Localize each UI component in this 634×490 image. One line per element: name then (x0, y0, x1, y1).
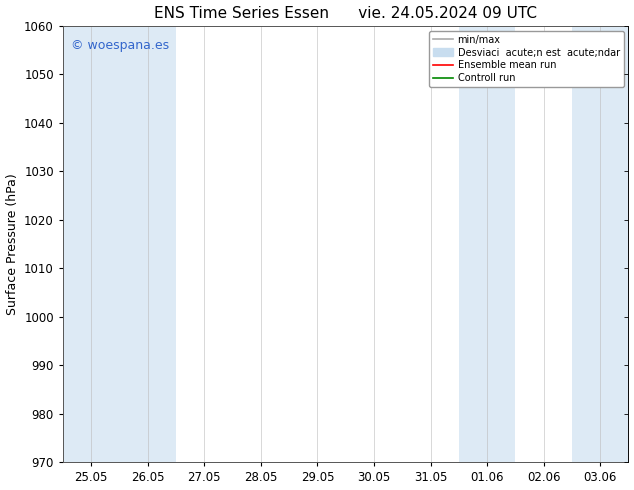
Bar (459, 26, 515, 463)
Legend: min/max, Desviaci  acute;n est  acute;ndar, Ensemble mean run, Controll run: min/max, Desviaci acute;n est acute;ndar… (429, 31, 624, 87)
Text: © woespana.es: © woespana.es (72, 39, 169, 52)
Bar (572, 26, 628, 463)
Y-axis label: Surface Pressure (hPa): Surface Pressure (hPa) (6, 173, 18, 315)
Title: ENS Time Series Essen      vie. 24.05.2024 09 UTC: ENS Time Series Essen vie. 24.05.2024 09… (154, 5, 537, 21)
Bar (63, 26, 176, 463)
